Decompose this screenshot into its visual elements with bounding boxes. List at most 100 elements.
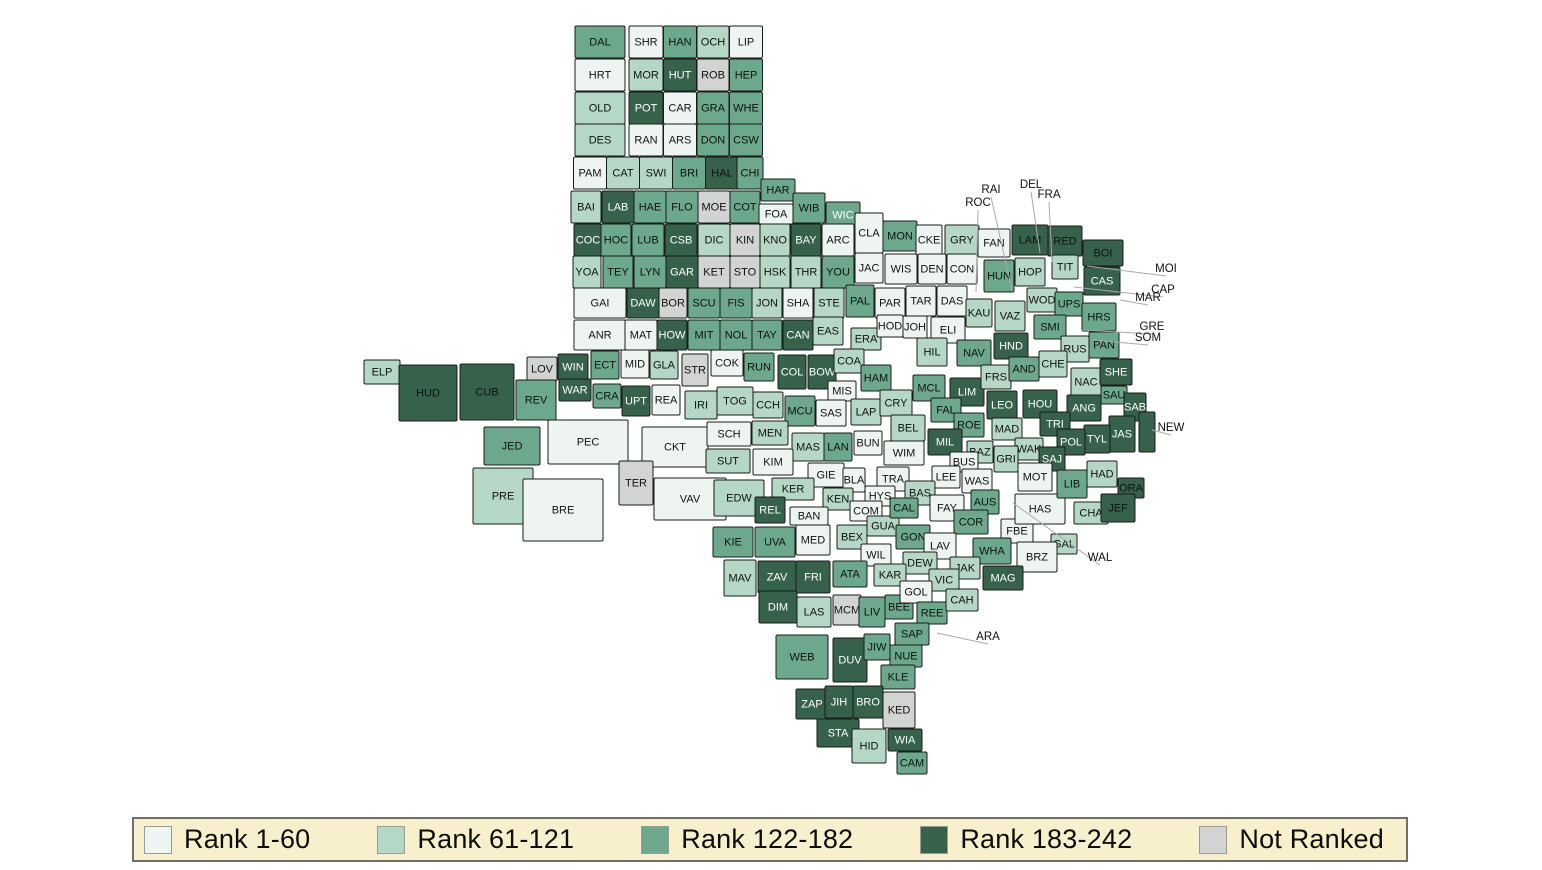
county-ham xyxy=(860,364,892,392)
county-jon xyxy=(751,287,783,319)
county-che xyxy=(1038,350,1068,378)
county-wia xyxy=(887,728,923,752)
legend-label: Rank 122-182 xyxy=(681,824,854,854)
county-mav xyxy=(723,559,757,597)
county-rea xyxy=(651,384,681,416)
county-mot xyxy=(1017,462,1053,492)
county-wib xyxy=(792,192,826,224)
county-rob xyxy=(696,58,730,92)
county-gri xyxy=(993,445,1019,473)
legend-swatch-rank4 xyxy=(920,825,949,854)
county-daw xyxy=(626,287,660,319)
county-gar xyxy=(665,255,699,289)
county-bre xyxy=(522,478,604,542)
county-csb xyxy=(664,223,698,257)
county-mat xyxy=(624,319,658,351)
county-ban xyxy=(789,506,829,526)
county-col xyxy=(777,354,807,390)
county-mas xyxy=(791,432,825,462)
county-ken xyxy=(822,487,854,511)
county-vic xyxy=(928,568,960,592)
county-dal xyxy=(574,25,626,59)
county-zap xyxy=(795,688,829,720)
county-don xyxy=(696,123,730,157)
county-jiw xyxy=(863,633,891,661)
county-fri xyxy=(795,560,831,594)
county-ata xyxy=(832,560,868,588)
county-ang xyxy=(1066,394,1102,422)
county-gua xyxy=(866,515,900,537)
county-whe xyxy=(729,91,763,125)
callout-line-gre xyxy=(1081,329,1153,335)
callout-label-new: NEW xyxy=(1158,422,1185,434)
county-swi xyxy=(639,156,673,190)
county-las xyxy=(796,596,832,628)
county-red xyxy=(1047,225,1083,257)
county-tey xyxy=(602,255,634,289)
county-lip xyxy=(729,25,763,59)
county-eas xyxy=(812,316,844,346)
callout-label-mar: MAR xyxy=(1135,292,1161,304)
legend-label: Rank 183-242 xyxy=(960,824,1133,854)
county-rel xyxy=(754,496,786,524)
county-cor xyxy=(953,509,989,535)
county-wis xyxy=(884,253,918,285)
county-bri xyxy=(672,156,706,190)
county-bex xyxy=(836,524,868,550)
callout-line-del xyxy=(1030,191,1041,254)
county-coa xyxy=(833,348,865,374)
county-med xyxy=(795,524,831,556)
callout-line-new xyxy=(1151,429,1172,436)
county-jas xyxy=(1108,415,1136,453)
county-dim xyxy=(758,590,798,624)
county-scu xyxy=(687,287,721,319)
county-das xyxy=(936,285,968,317)
county-dic xyxy=(697,223,731,257)
county-nol xyxy=(719,319,753,351)
county-csw xyxy=(729,123,763,157)
county-gol xyxy=(899,580,933,604)
legend-item-rank-183-242: Rank 183-242 xyxy=(920,824,1132,855)
county-cra xyxy=(592,383,622,409)
callout-line-wal xyxy=(1012,502,1101,566)
county-cat xyxy=(606,156,640,190)
legend-swatch-rank2 xyxy=(377,825,406,854)
county-has xyxy=(1014,493,1066,525)
county-mcm xyxy=(832,594,862,626)
county-ect xyxy=(590,350,620,380)
county-vaz xyxy=(994,300,1026,332)
county-kar xyxy=(873,563,907,587)
county-cam xyxy=(896,751,928,775)
county-sas xyxy=(815,399,847,427)
county-ran xyxy=(628,123,664,157)
county-jih xyxy=(824,685,854,719)
county-den xyxy=(917,253,947,285)
county-you xyxy=(821,255,855,289)
county-upt xyxy=(621,385,651,417)
county-brz xyxy=(1016,541,1058,573)
county-cch xyxy=(752,391,784,419)
county-zav xyxy=(757,560,797,594)
county-hep xyxy=(729,58,763,92)
county-mcl xyxy=(912,374,946,402)
county-can xyxy=(782,319,814,351)
legend-label: Not Ranked xyxy=(1239,824,1384,854)
county-flo xyxy=(665,190,699,224)
county-tay xyxy=(751,319,783,351)
legend-swatch-not_ranked xyxy=(1199,825,1228,854)
legend-swatch-rank1 xyxy=(144,825,172,854)
county-kle xyxy=(880,664,916,690)
county-mcu xyxy=(784,395,816,427)
callout-label-rai: RAI xyxy=(981,184,1000,196)
county-smi xyxy=(1033,314,1067,340)
county-sha xyxy=(782,287,814,319)
county-tit xyxy=(1051,254,1079,280)
county-elp xyxy=(363,359,401,385)
county-anr xyxy=(573,319,627,351)
county-leo xyxy=(986,390,1018,420)
county-eli xyxy=(930,316,966,344)
county-lan xyxy=(823,432,853,462)
county-str xyxy=(681,353,709,387)
county-con xyxy=(946,253,978,285)
